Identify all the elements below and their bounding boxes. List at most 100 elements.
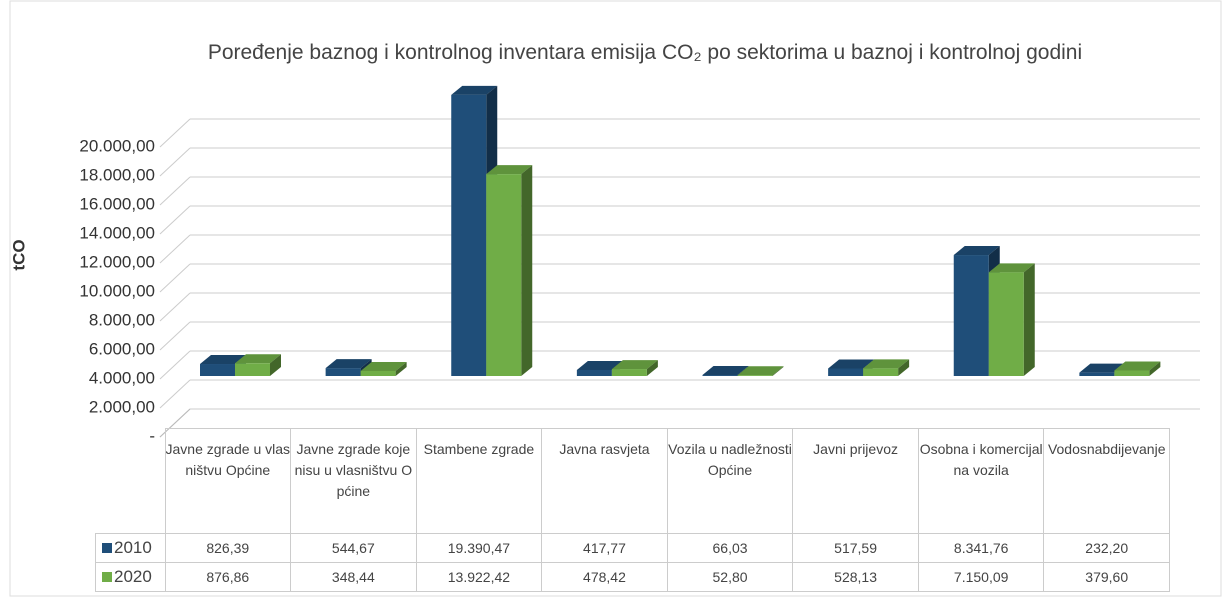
value-label: 544,67 — [290, 533, 417, 563]
value-label: 417,77 — [541, 533, 668, 563]
y-tick-label: 8.000,00 — [89, 310, 155, 329]
bar — [325, 368, 361, 376]
bar — [737, 375, 773, 376]
bar-top — [863, 359, 910, 369]
value-label: 517,59 — [792, 533, 919, 563]
y-tick-label: 14.000,00 — [79, 223, 155, 242]
y-tick-label: 4.000,00 — [89, 368, 155, 387]
bar — [360, 370, 396, 376]
bar-top — [576, 360, 623, 370]
bar — [828, 368, 864, 376]
table-header-row: Javne zgrade u vlasništvu Općine Javne zg… — [95, 428, 1170, 534]
bar-top — [360, 361, 407, 371]
bar-side — [772, 366, 784, 376]
bar-side — [1149, 361, 1161, 376]
bar-top — [988, 263, 1035, 273]
bar — [576, 369, 612, 376]
value-label: 826,39 — [164, 533, 292, 563]
bar-top — [1114, 361, 1161, 371]
category-label: Javni prijevoz — [792, 428, 919, 534]
bar-top — [200, 355, 246, 365]
legend-entry: 2020 — [95, 562, 166, 592]
grid-line — [159, 350, 191, 380]
bar-top — [1079, 363, 1126, 373]
bar-top — [702, 366, 749, 376]
bar — [1079, 372, 1115, 376]
y-tick-label: 10.000,00 — [79, 281, 155, 300]
bar-top — [611, 360, 658, 370]
bar — [1114, 370, 1150, 376]
bar-side — [646, 360, 658, 376]
table-row: 2010 826,39 544,67 19.390,47 417,77 66,03 517,… — [95, 533, 1170, 563]
value-label: 52,80 — [666, 562, 794, 592]
y-tick-label: 12.000,00 — [79, 252, 155, 271]
category-label: Javna rasvjeta — [541, 428, 668, 534]
bar-side — [1023, 263, 1035, 376]
y-tick-label: 18.000,00 — [79, 165, 155, 184]
grid-line — [159, 263, 191, 293]
value-label: 876,86 — [164, 562, 292, 592]
grid-line — [159, 147, 191, 177]
value-label: 7.150,09 — [917, 562, 1045, 592]
category-label: Vodosnabdijevanje — [1043, 428, 1170, 534]
bar — [486, 174, 522, 376]
bar-top — [828, 359, 875, 369]
bar — [953, 255, 989, 376]
chart-title: Poređenje baznog i kontrolnog inventara … — [207, 41, 1083, 64]
y-axis-label: tCO — [9, 239, 28, 270]
value-label: 232,20 — [1043, 533, 1170, 563]
grid-line — [159, 234, 191, 264]
y-tick-label: 16.000,00 — [79, 194, 155, 213]
grid-line — [159, 292, 191, 322]
grid-line — [159, 205, 191, 235]
bar — [200, 364, 235, 376]
legend-swatch — [102, 543, 112, 553]
chart-frame — [9, 0, 1222, 597]
value-label: 528,13 — [792, 562, 919, 592]
value-label: 19.390,47 — [415, 533, 543, 563]
bar — [863, 368, 899, 376]
legend-label: 2010 — [114, 538, 152, 557]
bar — [451, 94, 487, 376]
bar-top — [325, 359, 372, 369]
grid-line — [159, 379, 191, 409]
bar — [235, 363, 270, 376]
bar-side — [521, 165, 533, 376]
bar-top — [235, 354, 281, 364]
grid-line — [159, 321, 191, 351]
y-tick-label: 20.000,00 — [79, 136, 155, 155]
legend-entry: 2010 — [95, 533, 166, 563]
legend-label: 2020 — [114, 567, 152, 586]
category-label: Javne zgrade koje nisu u vlasništvu Opći… — [290, 428, 417, 534]
data-table: Javne zgrade u vlasništvu Općine Javne zg… — [95, 428, 1170, 592]
bar — [611, 369, 647, 376]
bar-top — [737, 366, 784, 376]
grid-line — [159, 176, 191, 206]
bar-top — [953, 246, 1000, 256]
table-corner — [95, 428, 166, 534]
category-label: Vozila u nadležnosti Općine — [666, 428, 794, 534]
table-row: 2020 876,86 348,44 13.922,42 478,42 52,80 528,… — [95, 562, 1170, 592]
bar-side — [898, 359, 910, 376]
value-label: 8.341,76 — [917, 533, 1045, 563]
category-label: Osobna i komercijalna vozila — [917, 428, 1045, 534]
category-label: Stambene zgrade — [415, 428, 543, 534]
value-label: 348,44 — [290, 562, 417, 592]
value-label: 379,60 — [1043, 562, 1170, 592]
category-label: Javne zgrade u vlasništvu Općine — [164, 428, 292, 534]
value-label: 478,42 — [541, 562, 668, 592]
bar-side — [270, 354, 281, 376]
y-tick-label: 6.000,00 — [89, 339, 155, 358]
bar-side — [395, 361, 407, 376]
y-tick-label: 2.000,00 — [89, 397, 155, 416]
value-label: 66,03 — [666, 533, 794, 563]
bar-top — [451, 85, 498, 95]
bar — [702, 375, 738, 376]
bar — [988, 272, 1024, 376]
legend-swatch — [102, 572, 112, 582]
bar-top — [486, 165, 533, 175]
value-label: 13.922,42 — [415, 562, 543, 592]
grid-line — [159, 118, 191, 148]
